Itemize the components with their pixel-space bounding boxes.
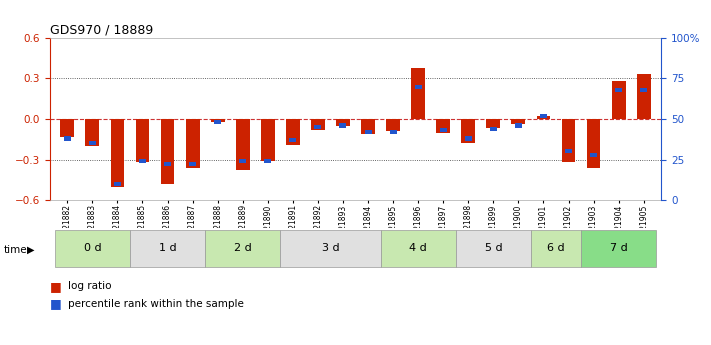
Text: 3 d: 3 d (321, 243, 339, 253)
Bar (439, 128, 447, 132)
Bar (515, 124, 522, 128)
Bar (280, 230, 380, 267)
Text: time: time (4, 245, 27, 255)
Bar (189, 162, 196, 166)
Bar (386, 119, 400, 131)
Text: ▶: ▶ (27, 245, 35, 255)
Bar (186, 119, 200, 168)
Bar (415, 85, 422, 89)
Text: 5 d: 5 d (484, 243, 502, 253)
Text: 1 d: 1 d (159, 243, 176, 253)
Bar (486, 119, 501, 128)
Text: 0 d: 0 d (84, 243, 101, 253)
Bar (85, 119, 100, 146)
Bar (562, 119, 575, 162)
Bar (239, 159, 246, 163)
Bar (289, 138, 296, 142)
Bar (60, 119, 74, 137)
Bar (581, 230, 656, 267)
Bar (637, 75, 651, 119)
Bar (55, 230, 130, 267)
Bar (336, 119, 350, 126)
Bar (390, 130, 397, 134)
Bar (361, 119, 375, 134)
Bar (64, 137, 71, 140)
Bar (437, 119, 450, 132)
Text: 4 d: 4 d (410, 243, 427, 253)
Bar (537, 116, 550, 119)
Text: ■: ■ (50, 280, 62, 293)
Bar (456, 230, 531, 267)
Bar (136, 119, 149, 162)
Bar (540, 114, 547, 118)
Bar (210, 119, 225, 122)
Bar (314, 125, 321, 129)
Bar (130, 230, 205, 267)
Bar (311, 119, 325, 130)
Bar (380, 230, 456, 267)
Text: 7 d: 7 d (610, 243, 628, 253)
Bar (531, 230, 581, 267)
Bar (114, 182, 121, 186)
Bar (339, 124, 346, 128)
Bar (640, 88, 647, 92)
Text: log ratio: log ratio (68, 282, 111, 291)
Bar (565, 149, 572, 154)
Text: ■: ■ (50, 297, 62, 310)
Bar (286, 119, 300, 145)
Bar (205, 230, 280, 267)
Text: percentile rank within the sample: percentile rank within the sample (68, 299, 243, 308)
Bar (89, 141, 96, 145)
Bar (587, 119, 601, 168)
Bar (590, 153, 597, 157)
Bar (236, 119, 250, 170)
Bar (465, 137, 472, 140)
Bar (164, 162, 171, 166)
Bar (461, 119, 475, 144)
Bar (615, 88, 622, 92)
Bar (261, 119, 274, 161)
Text: GDS970 / 18889: GDS970 / 18889 (50, 24, 153, 37)
Bar (411, 68, 425, 119)
Bar (214, 120, 221, 124)
Bar (264, 159, 272, 163)
Bar (161, 119, 174, 184)
Bar (611, 81, 626, 119)
Bar (365, 130, 372, 134)
Text: 2 d: 2 d (234, 243, 252, 253)
Bar (490, 127, 497, 131)
Text: 6 d: 6 d (547, 243, 565, 253)
Bar (139, 159, 146, 163)
Bar (511, 119, 525, 125)
Bar (110, 119, 124, 187)
